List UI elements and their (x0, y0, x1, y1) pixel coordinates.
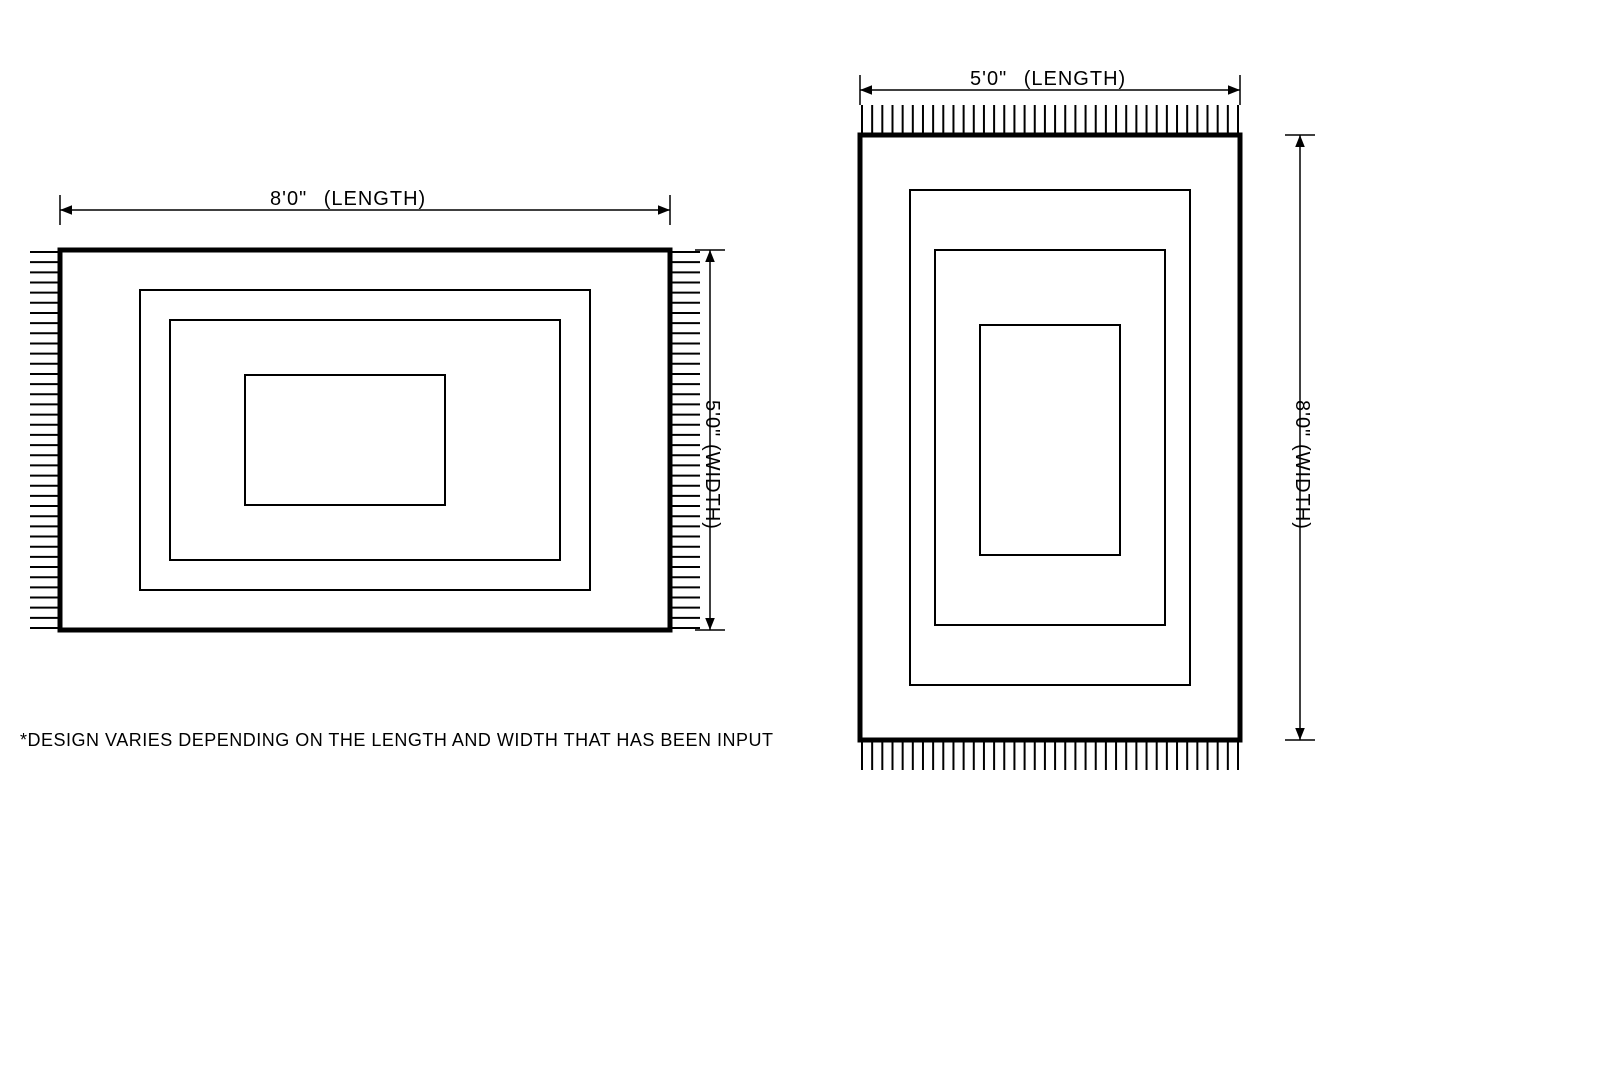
portrait-length-label: 5'0" (LENGTH) (970, 68, 1126, 91)
landscape-width-value: 5'0" (701, 400, 723, 437)
portrait-width-label: 8'0" (WIDTH) (1290, 400, 1313, 530)
landscape-length-value: 8'0" (270, 188, 307, 210)
rug-portrait-svg (800, 60, 1360, 780)
rug-landscape (10, 180, 790, 740)
rug-landscape-svg (10, 180, 790, 740)
portrait-width-word: (WIDTH) (1291, 444, 1313, 530)
landscape-width-word: (WIDTH) (701, 444, 723, 530)
rug-portrait (800, 60, 1360, 780)
portrait-width-value: 8'0" (1291, 400, 1313, 437)
design-footnote: *DESIGN VARIES DEPENDING ON THE LENGTH A… (20, 730, 773, 751)
portrait-length-value: 5'0" (970, 68, 1007, 90)
landscape-length-label: 8'0" (LENGTH) (270, 188, 426, 211)
landscape-length-word: (LENGTH) (324, 188, 426, 210)
portrait-length-word: (LENGTH) (1024, 68, 1126, 90)
landscape-width-label: 5'0" (WIDTH) (700, 400, 723, 530)
